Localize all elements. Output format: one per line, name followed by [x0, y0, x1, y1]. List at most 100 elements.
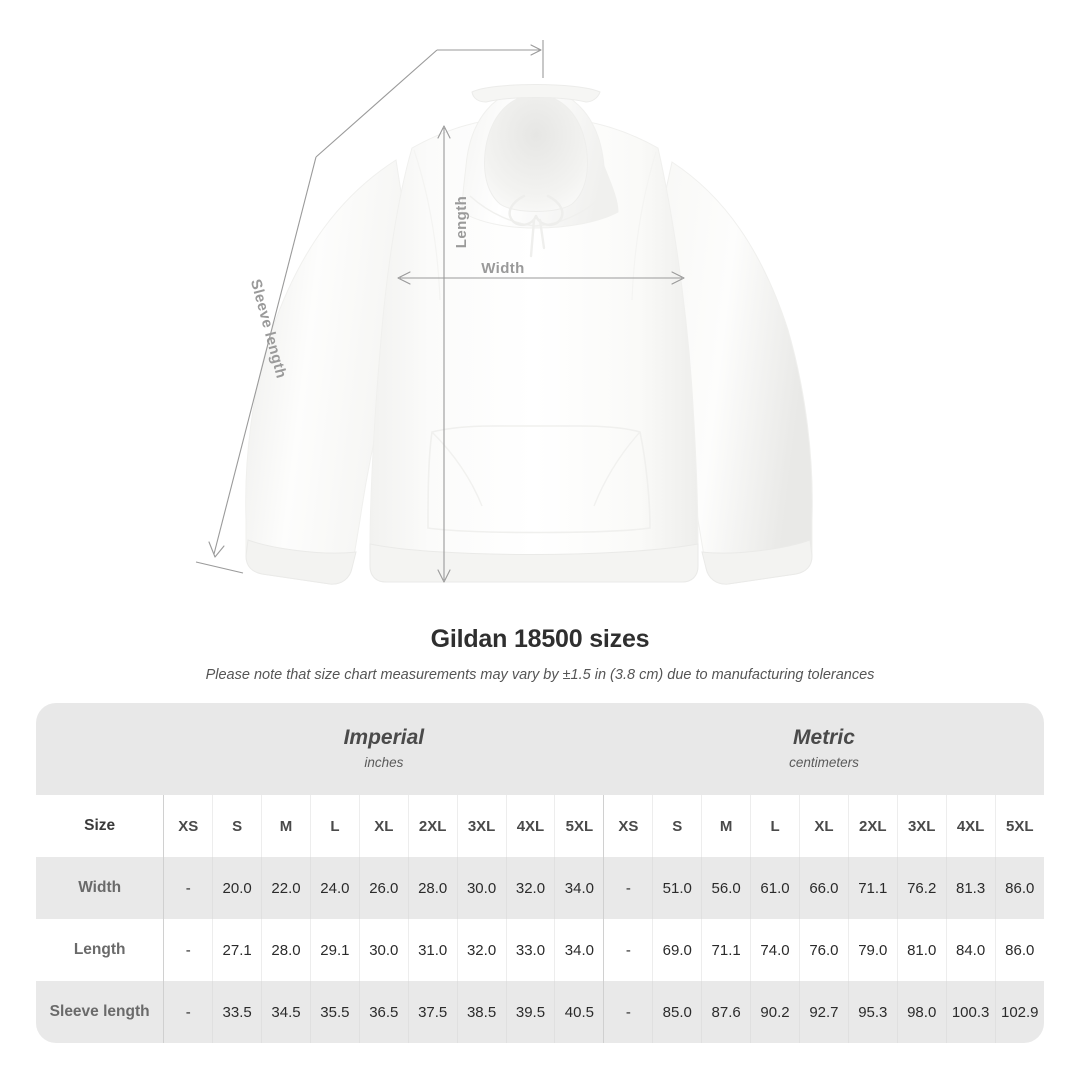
tolerance-note: Please note that size chart measurements…: [205, 667, 875, 683]
unit-header-spacer: [36, 703, 164, 795]
neckline-seam: [469, 195, 603, 227]
size-header-metric-3xl: 3XL: [897, 795, 947, 857]
cell-sleeve-metric-xs: -: [603, 981, 654, 1043]
hoodie-diagram: Sleeve length Length Width: [195, 40, 813, 585]
cell-width-metric-2xl: 71.1: [848, 857, 898, 919]
cell-length-metric-xl: 76.0: [799, 919, 849, 981]
cell-sleeve-imperial-3xl: 38.5: [457, 981, 507, 1043]
length-guide: [437, 125, 451, 583]
row-label-length: Length: [36, 919, 165, 981]
cell-length-metric-m: 71.1: [701, 919, 752, 981]
drawstrings: [508, 194, 564, 258]
unit-header-row: Imperial inches Metric centimeters: [36, 703, 1044, 795]
cell-width-imperial-4xl: 32.0: [506, 857, 556, 919]
cell-length-metric-2xl: 79.0: [848, 919, 898, 981]
cell-length-metric-l: 74.0: [750, 919, 800, 981]
size-header-imperial-xl: XL: [359, 795, 409, 857]
cell-sleeve-metric-4xl: 100.3: [946, 981, 996, 1043]
cell-width-imperial-m: 22.0: [261, 857, 311, 919]
width-guide: [397, 271, 685, 285]
cell-width-metric-3xl: 76.2: [897, 857, 947, 919]
pocket-seam-right: [593, 431, 641, 507]
cell-width-imperial-s: 20.0: [212, 857, 263, 919]
cell-sleeve-metric-xl: 92.7: [799, 981, 849, 1043]
cell-length-imperial-s: 27.1: [212, 919, 263, 981]
cell-width-metric-4xl: 81.3: [946, 857, 996, 919]
left-cuff: [245, 539, 357, 585]
cell-length-imperial-xl: 30.0: [359, 919, 409, 981]
cell-length-metric-xs: -: [603, 919, 654, 981]
cell-width-metric-s: 51.0: [652, 857, 703, 919]
cell-length-metric-3xl: 81.0: [897, 919, 947, 981]
cell-length-imperial-xs: -: [163, 919, 214, 981]
cell-width-imperial-5xl: 34.0: [554, 857, 605, 919]
cell-sleeve-imperial-2xl: 37.5: [408, 981, 458, 1043]
size-header-label: Size: [36, 795, 165, 857]
cell-sleeve-metric-2xl: 95.3: [848, 981, 898, 1043]
cell-sleeve-metric-s: 85.0: [652, 981, 703, 1043]
cell-length-metric-4xl: 84.0: [946, 919, 996, 981]
size-header-imperial-4xl: 4XL: [506, 795, 556, 857]
cell-sleeve-imperial-4xl: 39.5: [506, 981, 556, 1043]
cell-length-imperial-l: 29.1: [310, 919, 360, 981]
table-row: Sleeve length - 33.5 34.5 35.5 36.5 37.5…: [36, 981, 1044, 1043]
cell-width-metric-m: 56.0: [701, 857, 752, 919]
table-row: Length - 27.1 28.0 29.1 30.0 31.0 32.0 3…: [36, 919, 1044, 981]
size-header-metric-xs: XS: [603, 795, 654, 857]
pocket-seam-left: [431, 431, 483, 507]
cell-sleeve-metric-5xl: 102.9: [995, 981, 1044, 1043]
hem-band: [369, 543, 699, 583]
size-header-imperial-m: M: [261, 795, 311, 857]
size-header-row: Size XS S M L XL 2XL 3XL 4XL 5XL XS S M …: [36, 795, 1044, 857]
cell-length-imperial-5xl: 34.0: [554, 919, 605, 981]
cell-width-metric-xl: 66.0: [799, 857, 849, 919]
title-block: Gildan 18500 sizes Please note that size…: [0, 624, 1080, 685]
table-row: Width - 20.0 22.0 24.0 26.0 28.0 30.0 32…: [36, 857, 1044, 919]
size-header-metric-2xl: 2XL: [848, 795, 898, 857]
size-chart-table: Imperial inches Metric centimeters Size …: [36, 703, 1044, 1043]
cell-sleeve-imperial-xl: 36.5: [359, 981, 409, 1043]
cell-sleeve-metric-l: 90.2: [750, 981, 800, 1043]
unit-group-metric-sub: centimeters: [789, 755, 859, 771]
unit-group-metric: Metric centimeters: [603, 703, 1044, 795]
sleeve-length-guide: [195, 40, 544, 574]
cell-sleeve-imperial-m: 34.5: [261, 981, 311, 1043]
measurement-guides: [195, 40, 685, 583]
size-header-imperial-s: S: [212, 795, 263, 857]
size-header-imperial-5xl: 5XL: [554, 795, 605, 857]
cell-sleeve-imperial-l: 35.5: [310, 981, 360, 1043]
cell-length-metric-5xl: 86.0: [995, 919, 1044, 981]
cell-width-imperial-xl: 26.0: [359, 857, 409, 919]
right-cuff: [701, 539, 813, 585]
unit-group-imperial-sub: inches: [364, 755, 404, 771]
cell-length-imperial-4xl: 33.0: [506, 919, 556, 981]
cell-length-metric-s: 69.0: [652, 919, 703, 981]
size-header-metric-m: M: [701, 795, 752, 857]
hood-ruffle: [471, 84, 601, 103]
page-title: Gildan 18500 sizes: [430, 625, 650, 653]
size-header-imperial-xs: XS: [163, 795, 214, 857]
cell-width-imperial-xs: -: [163, 857, 214, 919]
label-length: Length: [453, 196, 470, 248]
cell-sleeve-imperial-xs: -: [163, 981, 214, 1043]
hoodie-garment: [245, 84, 813, 585]
cell-width-metric-xs: -: [603, 857, 654, 919]
size-header-metric-xl: XL: [799, 795, 849, 857]
size-chart-table-container: Imperial inches Metric centimeters Size …: [36, 703, 1044, 1043]
row-label-width: Width: [36, 857, 165, 919]
size-header-metric-s: S: [652, 795, 703, 857]
unit-group-imperial-name: Imperial: [343, 726, 425, 750]
cell-width-imperial-2xl: 28.0: [408, 857, 458, 919]
cell-width-metric-l: 61.0: [750, 857, 800, 919]
cell-sleeve-imperial-s: 33.5: [212, 981, 263, 1043]
unit-group-metric-name: Metric: [793, 726, 855, 750]
kangaroo-pocket: [427, 425, 651, 534]
cell-sleeve-metric-m: 87.6: [701, 981, 752, 1043]
cell-width-imperial-l: 24.0: [310, 857, 360, 919]
size-header-imperial-2xl: 2XL: [408, 795, 458, 857]
label-width: Width: [481, 260, 525, 277]
cell-length-imperial-3xl: 32.0: [457, 919, 507, 981]
shoulder-seam-right: [631, 151, 657, 301]
cell-sleeve-imperial-5xl: 40.5: [554, 981, 605, 1043]
row-label-sleeve-length: Sleeve length: [36, 981, 165, 1043]
